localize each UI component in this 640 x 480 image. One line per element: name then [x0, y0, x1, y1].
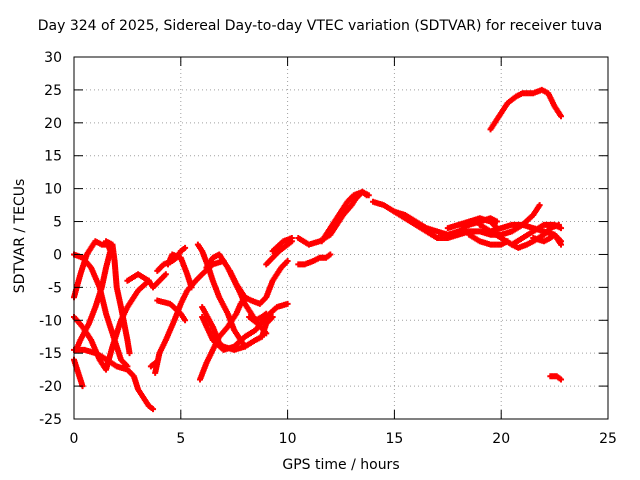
data-point — [284, 300, 291, 307]
y-tick-label: -10 — [39, 313, 62, 329]
y-tick-label: 10 — [44, 182, 62, 198]
data-point — [150, 406, 157, 413]
data-point — [162, 271, 169, 278]
y-tick-label: 15 — [44, 149, 62, 165]
x-tick-label: 0 — [70, 431, 79, 447]
x-tick-label: 10 — [279, 431, 297, 447]
axis-ticks: -25 -20 -15 -10 -5 0 5 10 15 20 25 30 0 5 10 15 20 25 — [39, 50, 617, 447]
y-tick-label: -5 — [48, 280, 62, 296]
data-point — [269, 313, 276, 320]
data-point — [327, 251, 334, 258]
y-tick-label: -25 — [39, 412, 62, 428]
x-tick-label: 25 — [599, 431, 617, 447]
data-point — [288, 235, 295, 241]
y-tick-label: -20 — [39, 379, 62, 395]
x-axis-label: GPS time / hours — [282, 457, 400, 473]
data-points — [71, 86, 565, 413]
x-tick-label: 15 — [385, 431, 403, 447]
x-tick-label: 5 — [176, 431, 185, 447]
plot-frame — [73, 56, 609, 420]
data-point — [188, 284, 195, 291]
data-point — [493, 218, 500, 225]
data-point — [536, 202, 543, 209]
data-point — [126, 350, 133, 357]
data-point — [558, 241, 565, 248]
y-tick-label: 5 — [53, 215, 62, 231]
y-tick-label: -15 — [39, 346, 62, 362]
chart-title: Day 324 of 2025, Sidereal Day-to-day VTE… — [37, 18, 603, 34]
data-point — [182, 317, 189, 324]
data-point — [124, 363, 131, 370]
data-point — [558, 376, 565, 383]
data-point — [263, 330, 270, 337]
data-point — [263, 310, 270, 317]
y-tick-label: 0 — [53, 247, 62, 263]
data-point — [152, 360, 159, 367]
data-point — [182, 244, 189, 251]
data-point — [558, 225, 565, 232]
data-point — [558, 113, 565, 120]
data-point — [365, 192, 372, 199]
x-tick-label: 20 — [492, 431, 510, 447]
y-tick-label: 30 — [44, 50, 62, 66]
data-point — [284, 258, 291, 265]
y-tick-label: 20 — [44, 116, 62, 132]
y-tick-label: 25 — [44, 83, 62, 99]
